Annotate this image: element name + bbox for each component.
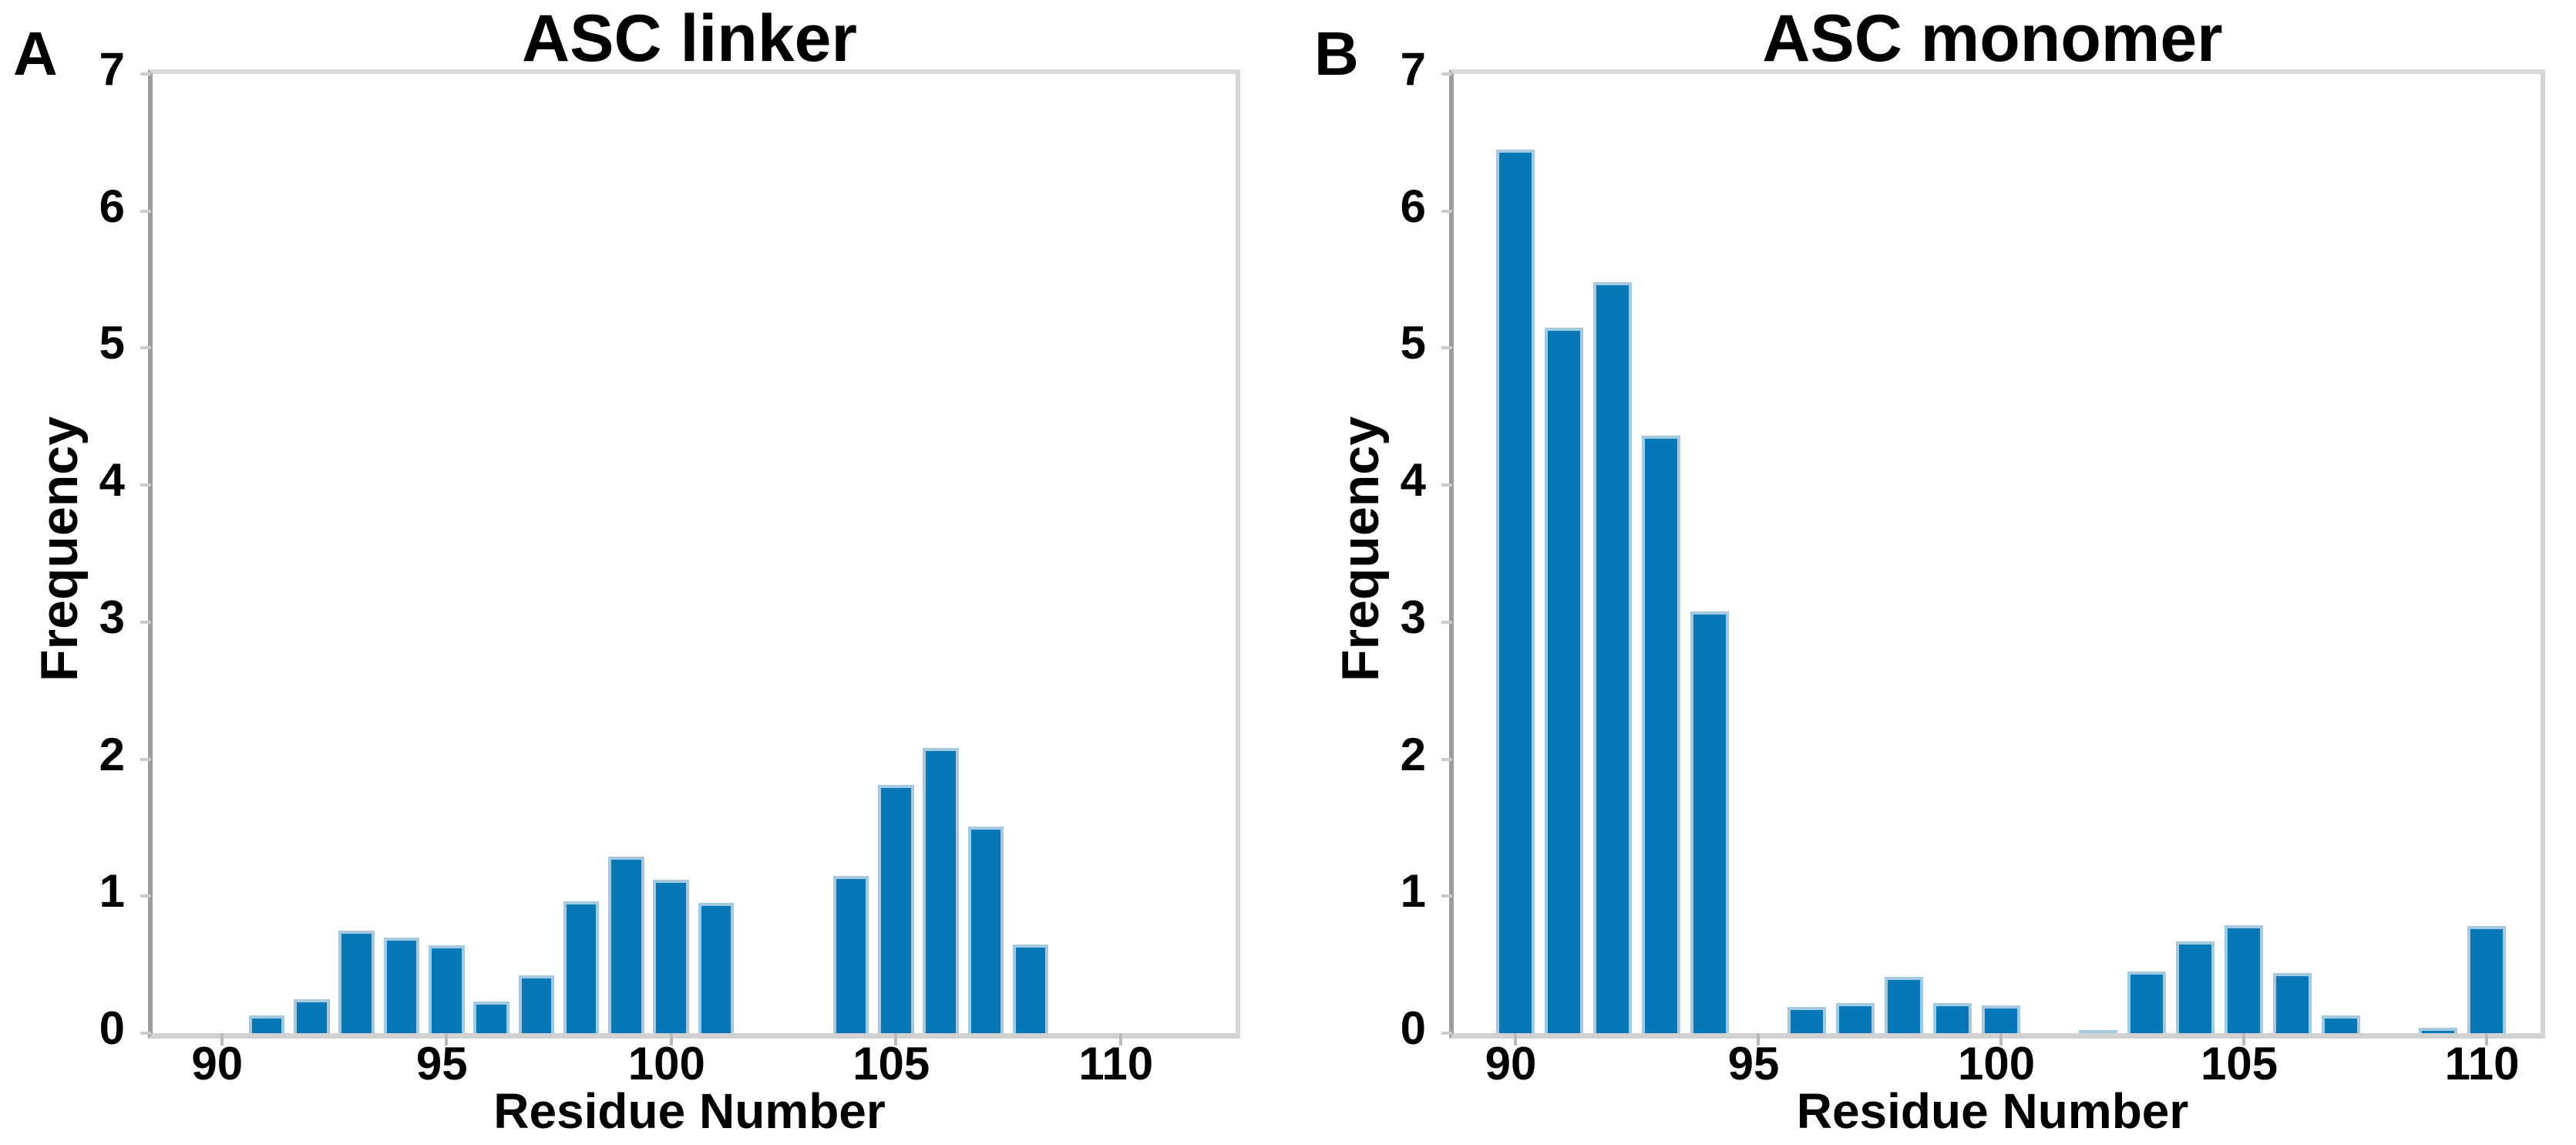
bar-residue-107: [2321, 1015, 2361, 1033]
bar-residue-97: [518, 975, 555, 1033]
plot-area-asc-monomer: [1441, 69, 2545, 1046]
bar-residue-93: [1641, 436, 1681, 1033]
bar-residue-92: [1592, 282, 1633, 1033]
bar-residue-102: [2078, 1030, 2118, 1033]
panel-letter-a: A: [13, 19, 58, 88]
x-tick-mark-100: [669, 1033, 673, 1046]
bar-residue-97: [1835, 1002, 1875, 1033]
bar-residue-99: [1932, 1002, 1972, 1033]
x-tick-mark-90: [220, 1033, 224, 1046]
bar-residue-100: [1981, 1005, 2021, 1033]
y-tick-mark-1: [1441, 894, 1452, 898]
bar-residue-92: [294, 999, 330, 1033]
x-tick-label-100: 100: [1957, 1038, 2036, 1089]
bar-residue-93: [338, 930, 375, 1033]
bar-residue-95: [428, 945, 465, 1033]
panel-asc-monomer: B ASC monomer Frequency Residue Number 9…: [1288, 0, 2576, 1145]
y-tick-mark-4: [140, 483, 151, 487]
bar-residue-109: [2418, 1027, 2458, 1033]
bar-residue-98: [1884, 977, 1924, 1033]
x-tick-mark-100: [1999, 1033, 2003, 1046]
bar-residue-91: [248, 1015, 285, 1033]
chart-title-asc-linker: ASC linker: [522, 2, 857, 76]
x-tick-mark-95: [445, 1033, 449, 1046]
x-tick-label-105: 105: [2200, 1038, 2278, 1089]
plot-area-asc-linker: [140, 69, 1240, 1046]
y-tick-label-6: 6: [99, 180, 125, 232]
x-tick-label-110: 110: [2444, 1038, 2520, 1089]
y-tick-label-1: 1: [1400, 865, 1426, 918]
x-tick-label-110: 110: [1078, 1038, 1154, 1089]
bar-residue-105: [877, 785, 914, 1033]
y-tick-label-4: 4: [1400, 454, 1426, 507]
x-axis-label-residue-number: Residue Number: [493, 1083, 886, 1139]
y-tick-mark-6: [140, 209, 151, 213]
bar-residue-101: [698, 903, 735, 1033]
bar-residue-104: [832, 875, 869, 1033]
bar-residue-96: [1787, 1007, 1827, 1033]
bar-residue-90: [1495, 149, 1535, 1033]
y-tick-mark-2: [140, 757, 151, 761]
bar-residue-91: [1544, 327, 1584, 1033]
bar-residue-106: [923, 748, 959, 1033]
bar-residue-98: [563, 901, 600, 1033]
y-tick-label-5: 5: [1400, 317, 1426, 369]
x-tick-label-90: 90: [191, 1038, 244, 1089]
x-tick-label-95: 95: [1727, 1038, 1780, 1089]
y-tick-mark-0: [1441, 1032, 1452, 1035]
y-tick-label-0: 0: [1400, 1002, 1426, 1054]
x-tick-label-90: 90: [1485, 1038, 1537, 1089]
y-tick-label-7: 7: [1400, 43, 1426, 95]
y-tick-mark-2: [1441, 757, 1452, 761]
y-tick-mark-1: [140, 894, 151, 898]
x-tick-label-95: 95: [415, 1038, 468, 1089]
x-tick-mark-105: [894, 1033, 898, 1046]
bar-residue-94: [1690, 611, 1730, 1033]
bar-residue-96: [473, 1002, 509, 1033]
y-tick-label-4: 4: [99, 454, 125, 507]
y-tick-label-7: 7: [99, 43, 125, 95]
y-tick-label-3: 3: [99, 591, 125, 643]
x-tick-mark-110: [1118, 1033, 1122, 1046]
y-tick-mark-3: [140, 620, 151, 624]
x-axis-label-residue-number: Residue Number: [1796, 1083, 2189, 1139]
y-tick-label-1: 1: [99, 865, 125, 918]
y-tick-label-6: 6: [1400, 180, 1426, 232]
y-tick-label-2: 2: [99, 728, 125, 780]
y-tick-mark-0: [140, 1032, 151, 1035]
y-tick-label-2: 2: [1400, 728, 1426, 780]
x-tick-label-100: 100: [627, 1038, 705, 1089]
y-tick-label-3: 3: [1400, 591, 1426, 643]
y-tick-mark-3: [1441, 620, 1452, 624]
bar-residue-110: [2467, 926, 2507, 1033]
x-tick-mark-105: [2242, 1033, 2246, 1046]
bar-residue-103: [2127, 972, 2167, 1033]
y-tick-label-0: 0: [99, 1002, 125, 1054]
y-tick-mark-7: [140, 72, 151, 76]
bar-residue-107: [967, 826, 1004, 1033]
x-tick-mark-110: [2485, 1033, 2489, 1046]
bar-residue-99: [608, 856, 644, 1033]
y-tick-mark-5: [1441, 346, 1452, 350]
bar-residue-104: [2175, 941, 2215, 1033]
bar-residue-108: [1012, 944, 1049, 1033]
bar-residue-94: [383, 937, 420, 1033]
bar-residue-105: [2224, 924, 2264, 1033]
y-tick-mark-5: [140, 346, 151, 350]
y-tick-mark-4: [1441, 483, 1452, 487]
panel-asc-linker: A ASC linker Frequency Residue Number 90…: [13, 2, 1240, 1139]
x-tick-label-105: 105: [853, 1038, 930, 1089]
x-tick-mark-90: [1514, 1033, 1517, 1046]
y-tick-mark-6: [1441, 209, 1452, 213]
chart-title-asc-monomer: ASC monomer: [1762, 2, 2223, 76]
bar-residue-106: [2272, 972, 2312, 1033]
x-tick-mark-95: [1757, 1033, 1760, 1046]
panel-letter-b: B: [1314, 19, 1359, 88]
y-tick-label-5: 5: [99, 317, 125, 369]
y-tick-mark-7: [1441, 72, 1452, 76]
bar-residue-100: [653, 879, 690, 1033]
